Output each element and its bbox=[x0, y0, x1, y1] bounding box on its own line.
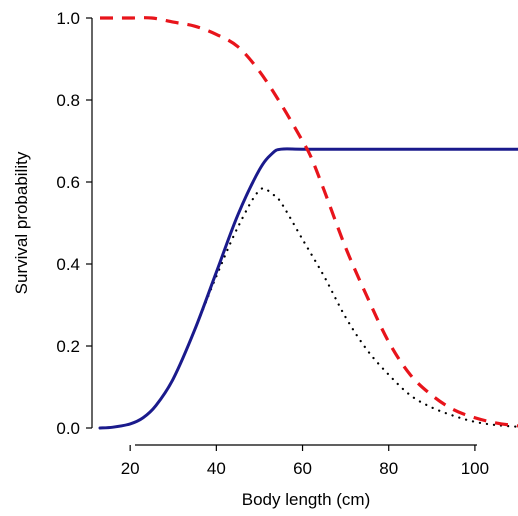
y-tick-label: 1.0 bbox=[56, 9, 80, 28]
x-tick-label: 20 bbox=[121, 459, 140, 478]
y-tick-label: 0.6 bbox=[56, 173, 80, 192]
x-tick-label: 80 bbox=[379, 459, 398, 478]
series-line-dotted bbox=[98, 187, 518, 430]
y-axis-ticks: 0.0 0.2 0.4 0.6 0.8 1.0 bbox=[56, 9, 92, 438]
x-tick-label: 100 bbox=[461, 459, 489, 478]
series-layer bbox=[98, 16, 518, 430]
y-tick-label: 0.8 bbox=[56, 91, 80, 110]
y-tick-label: 0.2 bbox=[56, 337, 80, 356]
x-axis-ticks: 20 40 60 80 100 bbox=[121, 445, 489, 478]
x-tick-label: 40 bbox=[207, 459, 226, 478]
x-axis-title: Body length (cm) bbox=[242, 490, 371, 509]
series-line-solid bbox=[98, 147, 518, 430]
series-line-dashed bbox=[100, 16, 518, 428]
x-tick-label: 60 bbox=[293, 459, 312, 478]
y-axis-title: Survival probability bbox=[12, 151, 31, 294]
y-tick-label: 0.4 bbox=[56, 255, 80, 274]
y-tick-label: 0.0 bbox=[56, 419, 80, 438]
